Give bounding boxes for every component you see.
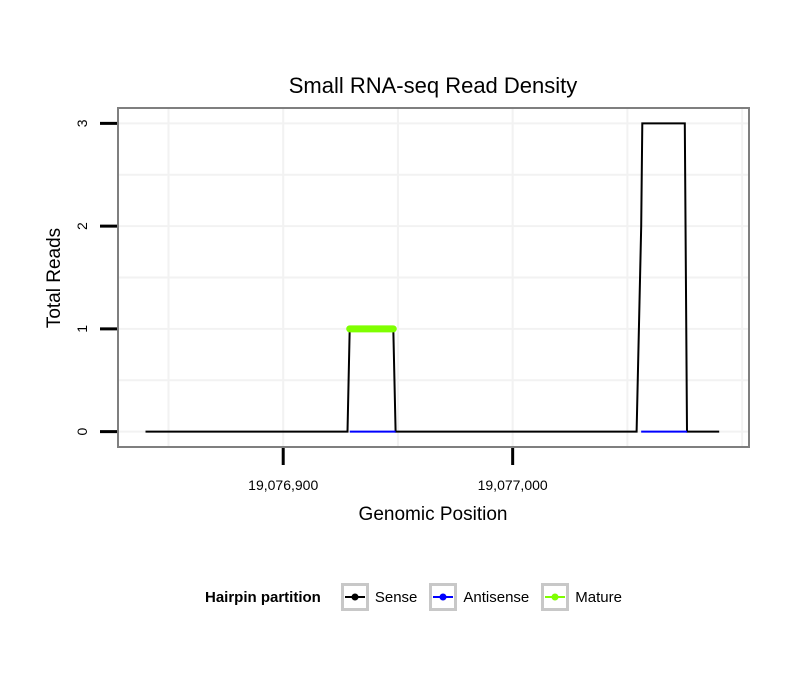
x-axis-label: Genomic Position bbox=[359, 504, 508, 525]
series-sense-line bbox=[145, 122, 720, 433]
chart-title: Small RNA-seq Read Density bbox=[289, 73, 578, 98]
y-axis: 0 1 2 3 bbox=[74, 119, 117, 435]
legend-label-antisense: Antisense bbox=[463, 588, 530, 606]
legend-key-mature bbox=[541, 583, 570, 611]
legend-label-sense: Sense bbox=[374, 588, 418, 606]
legend-item-mature[interactable]: Mature bbox=[541, 583, 622, 611]
legend-label-mature: Mature bbox=[575, 588, 622, 606]
y-tick-label: 0 bbox=[74, 427, 90, 435]
legend-item-antisense[interactable]: Antisense bbox=[429, 583, 529, 611]
x-tick-label: 19,077,000 bbox=[478, 477, 548, 493]
grid bbox=[118, 108, 749, 447]
y-tick-label: 1 bbox=[74, 325, 90, 333]
legend: Hairpin partition Sense Antisense Mature bbox=[205, 580, 626, 614]
legend-title: Hairpin partition bbox=[205, 588, 321, 606]
y-tick-label: 3 bbox=[74, 119, 90, 127]
legend-item-sense[interactable]: Sense bbox=[340, 583, 418, 611]
y-tick-label: 2 bbox=[74, 222, 90, 230]
plot-border bbox=[117, 107, 750, 448]
y-axis-label: Total Reads bbox=[44, 228, 65, 328]
legend-key-antisense bbox=[429, 583, 458, 611]
x-tick-label: 19,076,900 bbox=[248, 477, 318, 493]
series-layer bbox=[145, 122, 720, 433]
x-axis: 19,076,900 19,077,000 bbox=[248, 448, 548, 493]
legend-key-sense bbox=[340, 583, 369, 611]
